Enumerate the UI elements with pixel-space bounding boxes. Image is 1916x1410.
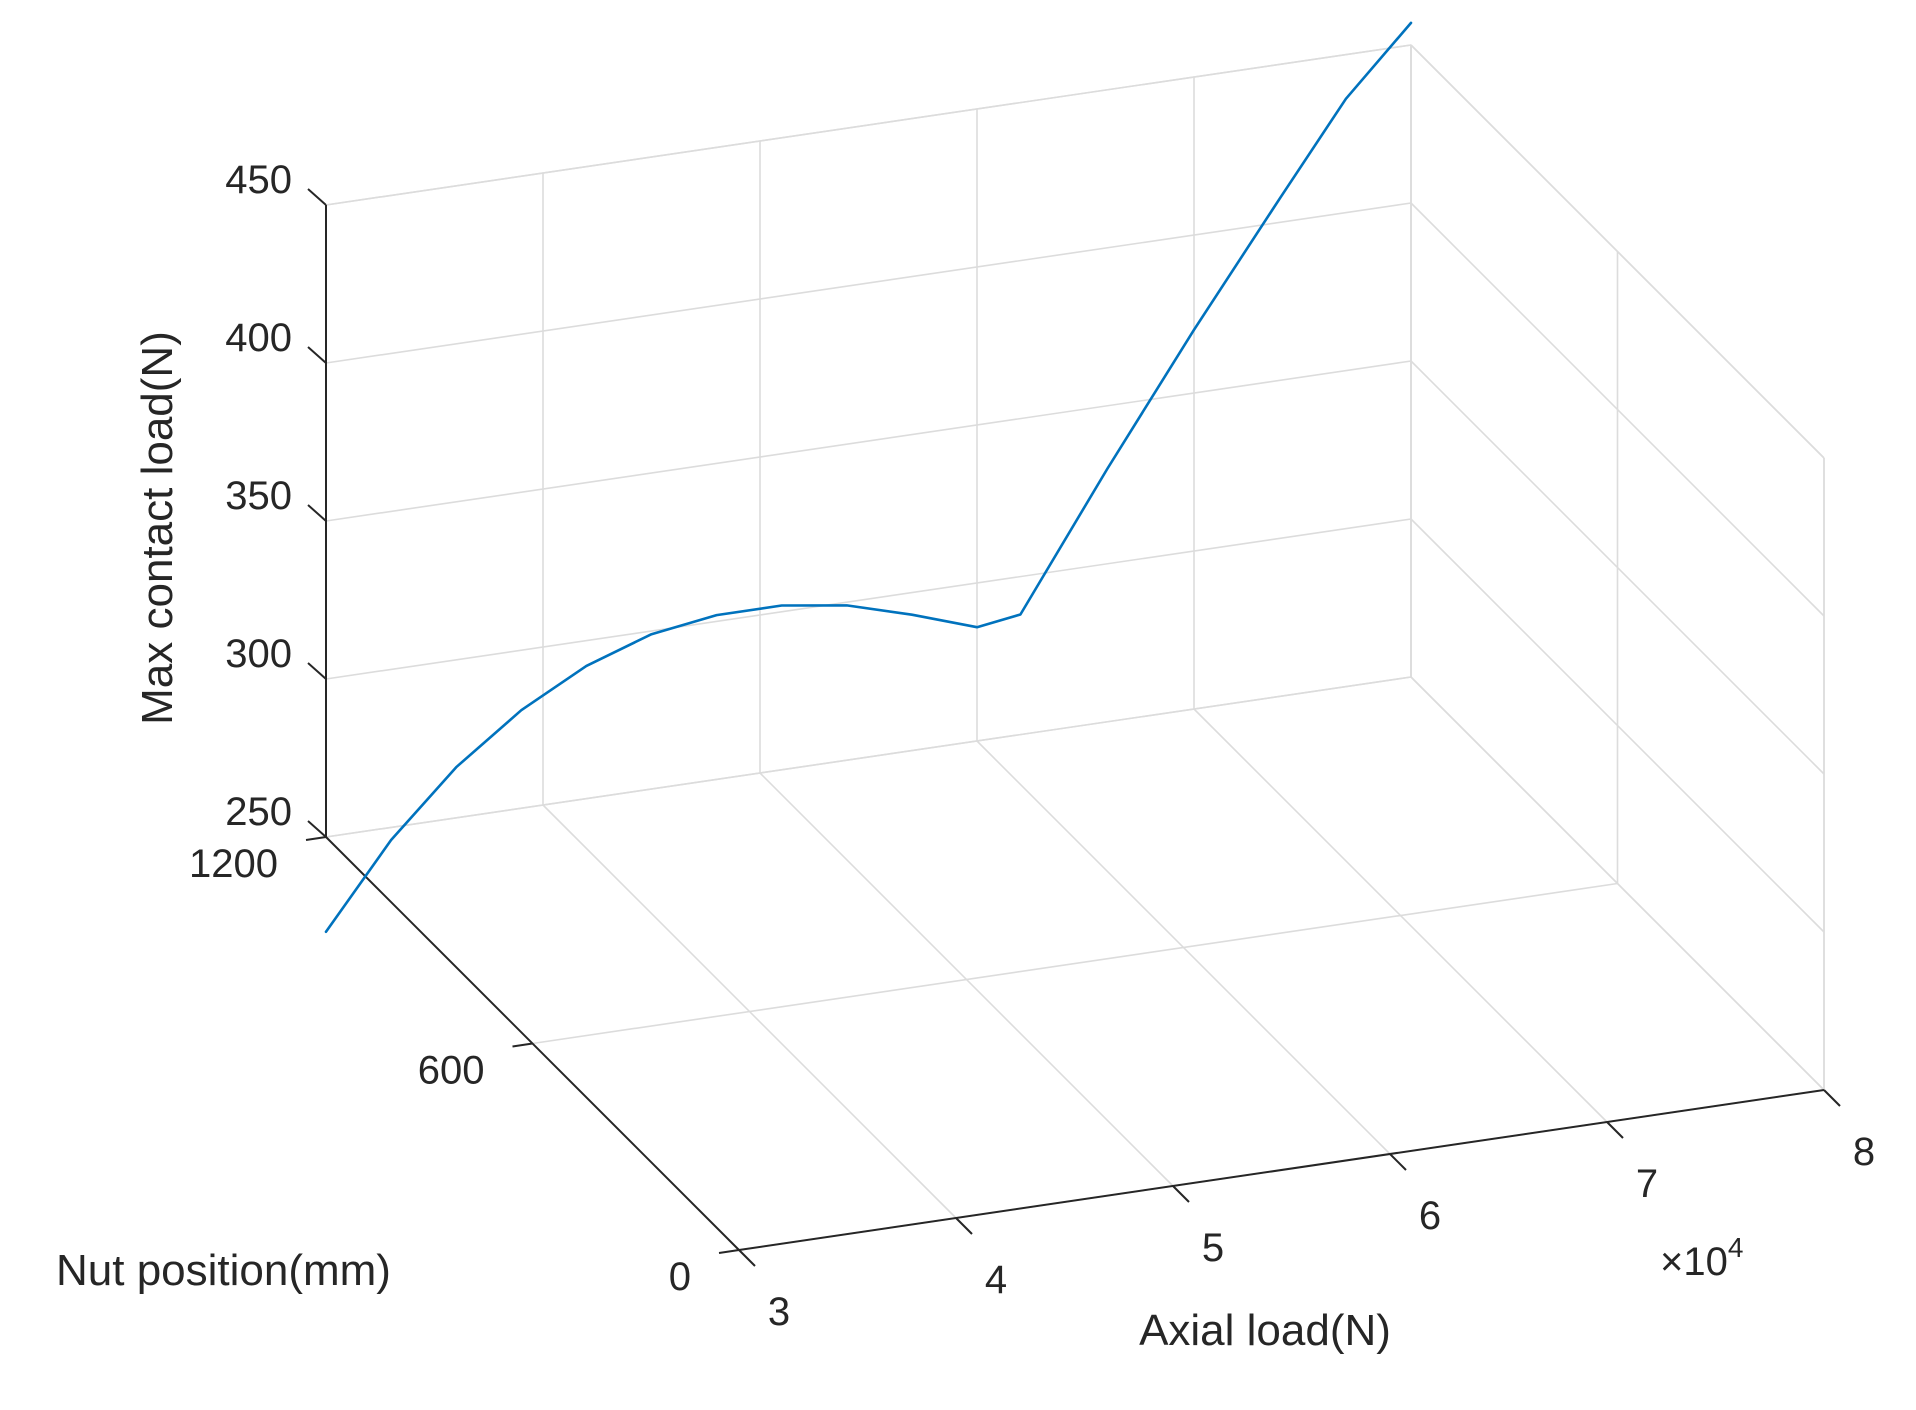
z-tick-mark	[307, 662, 327, 680]
x-tick-label: 7	[1636, 1162, 1658, 1206]
x-axis-exponent: ×104	[1660, 1232, 1743, 1284]
z-tick-mark	[307, 820, 327, 838]
z-tick-mark	[307, 188, 327, 206]
grid-line-side-z	[1410, 360, 1825, 775]
grid-line-back-z	[325, 202, 1412, 364]
z-tick-label: 250	[225, 790, 292, 834]
axis-lines	[305, 188, 1841, 1267]
x-axis-label: Axial load(N)	[1139, 1306, 1391, 1355]
grid-line-back-z	[325, 518, 1412, 680]
x-tick-label: 6	[1419, 1194, 1441, 1238]
box-edge	[325, 44, 1412, 206]
grid-line-floor-y	[532, 882, 1618, 1045]
x-tick-mark	[1823, 1089, 1841, 1107]
z-tick-mark	[307, 346, 327, 364]
x-tick-label: 3	[768, 1290, 790, 1334]
x-tick-mark	[1389, 1153, 1407, 1171]
box-edge	[1410, 44, 1825, 459]
z-tick-label: 400	[225, 316, 292, 360]
z-tick-label: 300	[225, 632, 292, 676]
grid-line-side-z	[1410, 676, 1825, 1091]
y-tick-mark	[718, 1249, 740, 1254]
y-tick-label: 1200	[189, 842, 278, 886]
y-tick-label: 0	[669, 1255, 691, 1299]
y-tick-mark	[512, 1042, 533, 1048]
axes-box	[325, 44, 1825, 1090]
y-axis-label: Nut position(mm)	[56, 1246, 391, 1295]
x-tick-mark	[1606, 1121, 1624, 1139]
grid-line-side-z	[1410, 518, 1825, 933]
x-tick-mark	[1172, 1185, 1190, 1203]
z-tick-label: 350	[225, 474, 292, 518]
x-tick-label: 8	[1853, 1130, 1875, 1174]
x-axis-line	[738, 1089, 1825, 1251]
z-tick-mark	[307, 504, 327, 522]
z-tick-label: 450	[225, 158, 292, 202]
x-tick-mark	[738, 1249, 756, 1267]
grid-line-back-z	[325, 360, 1412, 522]
grid-line-side-z	[1410, 202, 1825, 617]
x-tick-label: 5	[1202, 1226, 1224, 1270]
y-tick-label: 600	[418, 1049, 485, 1093]
z-axis-label: Max contact load(N)	[133, 331, 182, 725]
y-tick-mark	[305, 836, 327, 841]
data-series	[324, 21, 1413, 934]
x-tick-label: 4	[985, 1258, 1007, 1302]
tick-labels: 3 4 5 6 7 8 0 600 1200 250 300 350 400 450	[189, 158, 1875, 1334]
x-tick-mark	[955, 1217, 973, 1235]
grid-line-back-z	[325, 676, 1412, 838]
grid-lines	[325, 44, 1825, 1251]
x-axis-exponent-power: 4	[1728, 1232, 1744, 1263]
series-line	[324, 21, 1413, 934]
